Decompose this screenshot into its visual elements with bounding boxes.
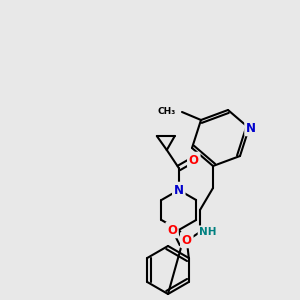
Text: N: N bbox=[174, 184, 184, 196]
Text: O: O bbox=[182, 233, 192, 247]
Text: CH₃: CH₃ bbox=[158, 106, 176, 116]
Text: O: O bbox=[189, 154, 199, 166]
Text: NH: NH bbox=[199, 227, 217, 237]
Text: N: N bbox=[246, 122, 256, 134]
Text: O: O bbox=[167, 224, 177, 236]
